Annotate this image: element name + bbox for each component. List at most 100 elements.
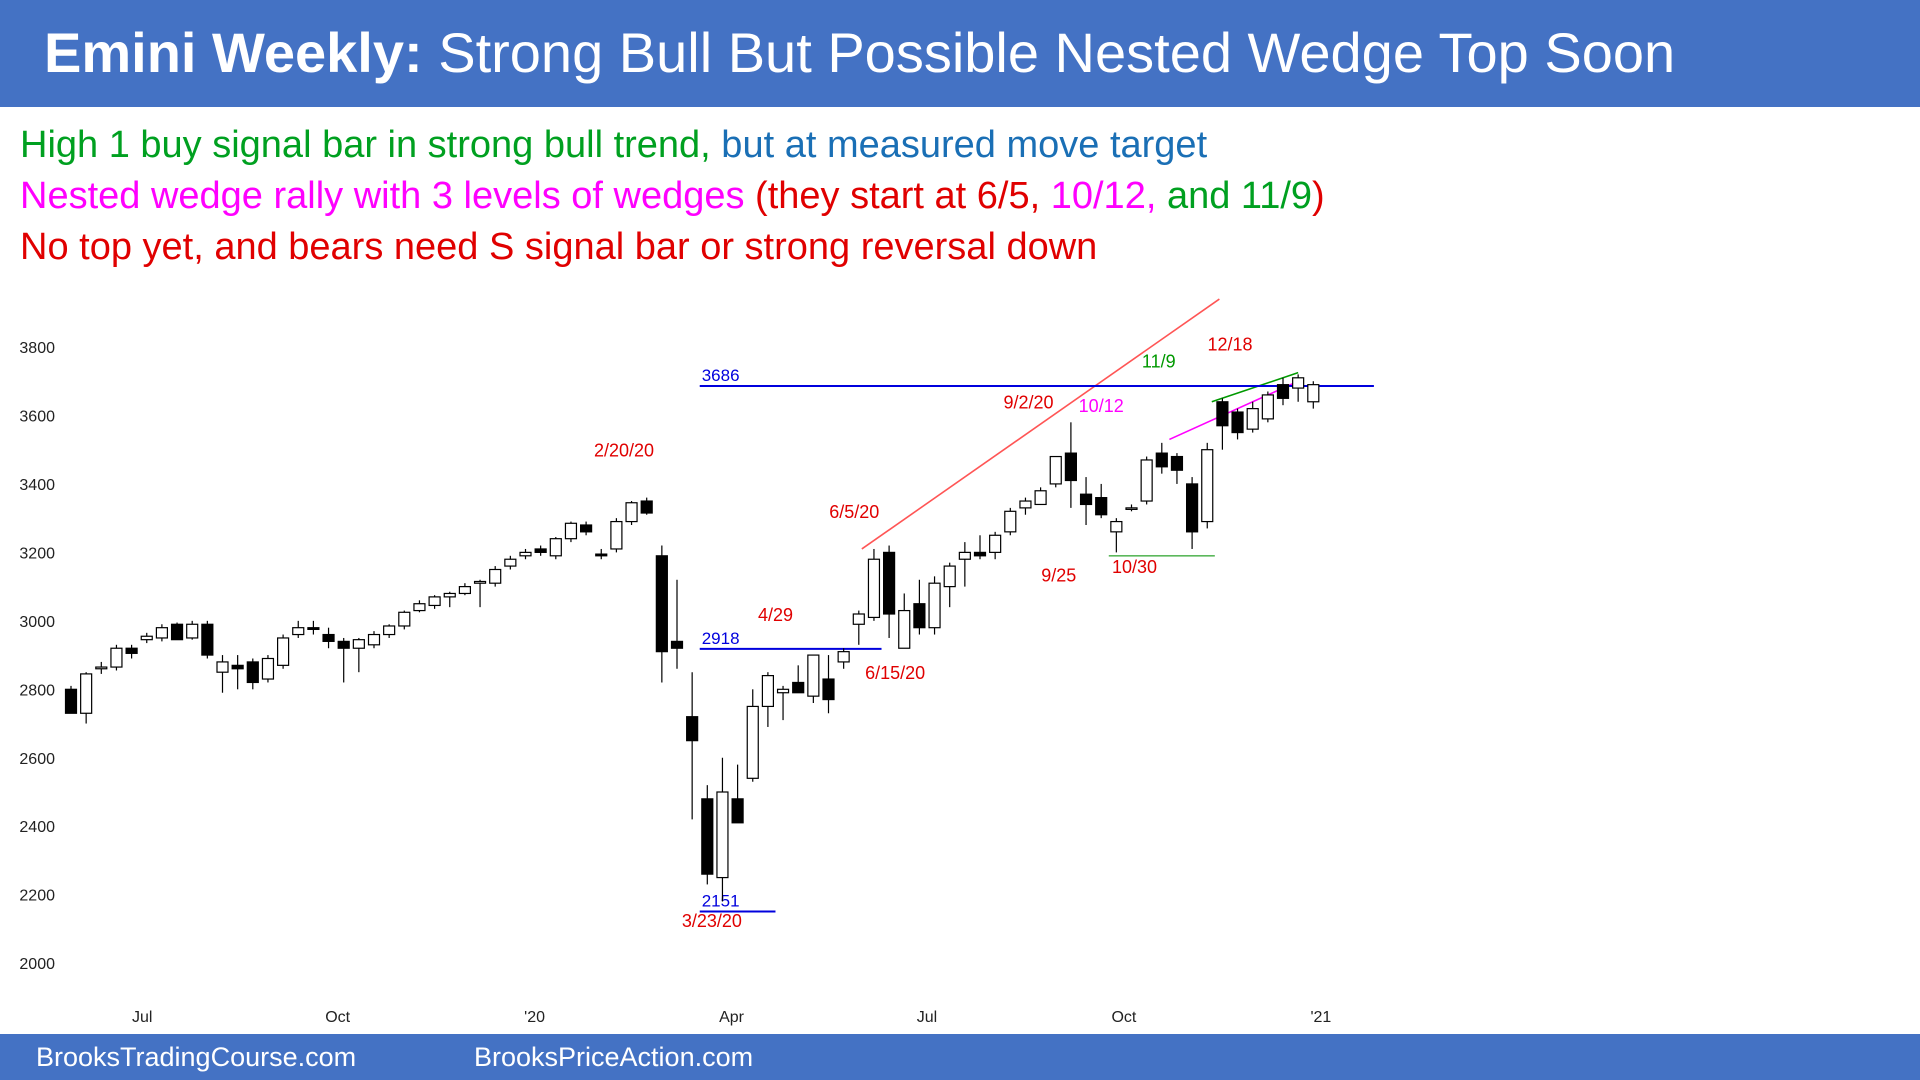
candle-body: [686, 716, 699, 742]
candle-body: [170, 623, 184, 641]
annotation-label: 10/30: [1112, 557, 1157, 577]
candle-body: [125, 647, 138, 654]
candle-body: [519, 551, 532, 557]
candle: [549, 536, 562, 560]
candle-body: [731, 798, 744, 824]
candle: [413, 600, 426, 613]
annotation-label: 2/20/20: [594, 441, 654, 461]
candle: [1170, 453, 1184, 484]
annotation-label: 3/23/20: [682, 911, 742, 931]
candle-body: [579, 524, 593, 533]
candle: [383, 624, 396, 638]
candle: [1185, 477, 1199, 549]
candle: [277, 634, 290, 669]
candle-body: [913, 603, 926, 629]
candle-body: [534, 548, 547, 553]
candle-body: [655, 555, 668, 653]
candles: [64, 374, 1320, 902]
note-3-segment-1: No top yet, and bears need S signal bar …: [20, 226, 1098, 268]
candle: [110, 644, 123, 671]
level-label: 3686: [702, 366, 740, 385]
candle: [186, 620, 199, 640]
candlestick-chart: 2000 2200 2400 2600 2800 3000 3200 3400 3600 3800…: [19, 298, 1374, 1026]
candle: [792, 665, 805, 694]
trendlines: [861, 298, 1299, 557]
candle-body: [292, 627, 305, 636]
candle: [716, 757, 729, 902]
y-tick-label: 3600: [19, 408, 55, 425]
candle: [882, 545, 896, 638]
candle-body: [1307, 384, 1320, 403]
note-2-segment-4: and 11/9: [1156, 175, 1313, 217]
candle-body: [1095, 497, 1108, 516]
candle-body: [716, 791, 729, 879]
annotation-label: 6/15/20: [865, 663, 925, 683]
note-2-segment-2: (they start at 6/5,: [755, 175, 1051, 217]
candle-body: [943, 565, 956, 588]
candle: [352, 637, 365, 673]
x-tick-label: '21: [1310, 1009, 1331, 1026]
note-1-segment-1: High 1 buy signal bar in strong bull tre…: [20, 124, 711, 166]
candle: [595, 548, 608, 560]
note-1-segment-2: but at measured move target: [710, 124, 1208, 166]
annotation-label: 9/25: [1041, 565, 1076, 585]
candle: [1079, 477, 1093, 525]
candle-body: [610, 520, 623, 550]
candle-body: [322, 633, 335, 642]
candle: [155, 624, 168, 642]
candle: [1155, 442, 1168, 474]
candle: [125, 644, 138, 659]
candle-body: [1064, 452, 1078, 482]
candle: [231, 655, 244, 690]
candle-body: [867, 558, 881, 619]
candle: [655, 545, 668, 683]
candle-body: [246, 661, 259, 684]
y-tick-label: 3000: [19, 614, 55, 631]
candle: [1064, 422, 1078, 508]
candle: [64, 685, 78, 714]
annotation-label: 9/2/20: [1003, 393, 1053, 413]
footer-link-brookspriceaction[interactable]: BrooksPriceAction.com: [474, 1042, 754, 1072]
candle: [1246, 401, 1259, 433]
candle-body: [549, 538, 562, 557]
y-tick-label: 2200: [19, 888, 55, 905]
candle-body: [428, 596, 441, 607]
candle-body: [1201, 449, 1214, 523]
candle-body: [1034, 490, 1047, 506]
candle: [504, 555, 517, 570]
chart-title: Emini Weekly: Strong Bull But Possible N…: [44, 20, 1675, 85]
annotation-label: 6/5/20: [829, 502, 879, 522]
y-tick-label: 2800: [19, 682, 55, 699]
candle: [1231, 408, 1244, 440]
candle-body: [670, 640, 684, 649]
candle-body: [792, 681, 805, 694]
candle-body: [186, 623, 199, 639]
candle-body: [1079, 493, 1093, 506]
trendline: [1169, 380, 1299, 441]
y-tick-label: 2400: [19, 819, 55, 836]
candle: [292, 620, 305, 638]
candle: [973, 535, 987, 560]
candle-body: [413, 603, 426, 612]
candle: [1125, 504, 1138, 512]
candle: [701, 785, 714, 885]
footer-link-brookstradingcourse[interactable]: BrooksTradingCourse.com: [36, 1042, 357, 1072]
candle: [140, 632, 153, 644]
candle: [261, 655, 275, 683]
candle-body: [973, 551, 987, 557]
candle-body: [776, 688, 790, 694]
candle: [943, 562, 956, 608]
y-tick-label: 3800: [19, 340, 55, 357]
candle-body: [201, 623, 214, 656]
candle: [776, 685, 790, 721]
candle: [322, 627, 335, 649]
candle: [398, 610, 411, 630]
candle-body: [1276, 384, 1290, 399]
candle: [80, 672, 93, 724]
candle: [534, 545, 547, 556]
candle: [367, 631, 381, 649]
candle-body: [928, 582, 941, 629]
candle: [1034, 487, 1047, 506]
candle-body: [1049, 455, 1062, 485]
candle: [337, 637, 350, 683]
